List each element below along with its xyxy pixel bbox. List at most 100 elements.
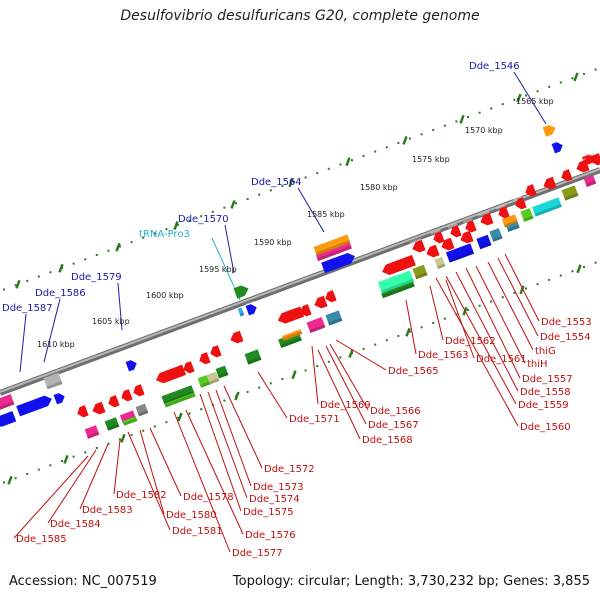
outer-track-dot xyxy=(339,163,342,166)
outer-track-dot xyxy=(14,284,17,287)
gene-red-16-body xyxy=(277,306,305,324)
inner-track-dot xyxy=(49,464,52,467)
gene-dde-1554-shade xyxy=(534,203,562,217)
gene-red-4-shine xyxy=(477,210,490,217)
gene-red-17-shine xyxy=(297,302,308,308)
leader-bottom xyxy=(317,349,361,440)
gene-red-9-shine xyxy=(558,167,569,173)
leader-bottom xyxy=(127,431,171,531)
outer-track-dot xyxy=(548,85,551,88)
gene-red-8-shine xyxy=(540,174,553,181)
gene-edge-pink-2-body xyxy=(583,175,597,187)
gene-dde-1564-a-body xyxy=(313,234,351,256)
gene-dde-1558-body xyxy=(489,228,503,242)
leader-bottom xyxy=(405,299,417,355)
gene-red-23-shine xyxy=(207,343,218,349)
outer-track-dot xyxy=(559,81,562,84)
outer-track-dot xyxy=(374,150,377,153)
gene-red-14 xyxy=(430,229,445,244)
outer-track-dot xyxy=(223,206,226,209)
major-tick-inner xyxy=(177,412,183,422)
gene-red-22-shine xyxy=(196,350,207,356)
inner-track-dot xyxy=(119,438,121,441)
major-tick-outer xyxy=(345,157,351,167)
gene-thig xyxy=(520,208,534,222)
gene-dde-1584-shade xyxy=(107,423,120,431)
label-layer: 1565 kbp 1570 kbp 1575 kbp 1580 kbp 1585 kbp… xyxy=(2,61,592,559)
gene-red-29-body xyxy=(230,330,244,344)
gene-label-top: Dde_1587 xyxy=(2,303,53,314)
leader-bottom xyxy=(257,371,288,419)
gene-red-29-shine xyxy=(227,328,240,335)
outer-track-dot xyxy=(536,90,539,93)
gene-dde-1568-b xyxy=(281,329,303,341)
gene-red-18 xyxy=(311,293,328,309)
gene-label-bottom: Dde_1553 xyxy=(541,317,592,328)
gene-dde-1564-a xyxy=(313,234,351,256)
kbp-label: 1585 kbp xyxy=(307,210,345,219)
gene-dde-1564-b-body xyxy=(316,242,352,262)
outer-track-dot xyxy=(420,133,423,136)
inner-track-dot xyxy=(513,291,516,294)
kbp-tick-layer xyxy=(3,68,597,485)
outer-track-dot xyxy=(153,232,156,235)
leader-bottom xyxy=(79,443,109,510)
inner-track-dot xyxy=(536,283,539,286)
gene-red-7-body xyxy=(525,184,537,197)
inner-track-dot xyxy=(258,386,261,389)
outer-track-dot xyxy=(525,94,527,97)
inner-track-dot xyxy=(559,274,562,277)
gene-red-24-shine xyxy=(89,399,102,406)
gene-dde-1583-shade xyxy=(123,418,138,426)
gene-red-13-shine xyxy=(447,223,458,229)
outer-track-dot xyxy=(72,262,75,265)
inner-track-dot xyxy=(420,326,423,329)
gene-dde-1573 xyxy=(215,365,229,379)
major-tick-inner xyxy=(519,285,525,295)
leader-bottom xyxy=(223,385,263,469)
gene-dde-1566-body xyxy=(325,310,343,326)
gene-label-top: Dde_1579 xyxy=(71,272,122,283)
major-tick-inner xyxy=(63,455,69,464)
leader-bottom xyxy=(13,455,89,539)
inner-track-dot xyxy=(142,429,145,432)
gene-dde-1571 xyxy=(244,349,262,365)
inner-track-dot xyxy=(26,472,29,475)
trna-pro3-feature-body xyxy=(237,307,245,317)
outer-track-dot xyxy=(165,228,168,231)
gene-dde-1570-shine xyxy=(232,281,247,289)
gene-red-5-shine xyxy=(495,204,506,210)
major-tick-outer xyxy=(173,221,179,231)
gene-label-bottom: Dde_1572 xyxy=(264,464,315,475)
outer-track-dot xyxy=(107,249,110,252)
gene-dde-1568-a-shade xyxy=(280,337,302,349)
gene-dde-1581-shade xyxy=(138,410,149,417)
gene-dde-1568-b-shade xyxy=(282,331,303,341)
gene-feature-layer xyxy=(0,121,600,439)
outer-track-dot xyxy=(594,68,597,71)
inner-track-dot xyxy=(583,265,585,268)
gene-red-23-body xyxy=(210,345,222,358)
gene-label-bottom: Dde_1574 xyxy=(249,494,300,505)
inner-track-dot xyxy=(61,459,63,462)
leader-bottom xyxy=(455,271,519,392)
gene-dde-1571-body xyxy=(244,349,262,365)
outer-track-dot xyxy=(327,167,330,170)
gene-dde-1587-a-body xyxy=(16,395,52,417)
gene-dde-1563-b-body xyxy=(381,281,415,299)
leader-bottom xyxy=(207,391,248,499)
gene-dde-1561-body xyxy=(434,256,446,270)
kbp-label: 1605 kbp xyxy=(92,317,130,326)
gene-dde-1562-body xyxy=(412,264,428,280)
gene-dde-1578-a-body xyxy=(161,385,195,405)
accession-label: Accession: NC_007519 xyxy=(9,574,157,589)
gene-dde-1563-a xyxy=(377,270,415,294)
gene-label-bottom: Dde_1582 xyxy=(116,490,167,501)
gene-dde-1574-body xyxy=(206,371,220,385)
gene-dde-1573-body xyxy=(215,365,229,379)
kbp-label: 1610 kbp xyxy=(37,340,75,349)
inner-track-dot xyxy=(548,278,551,281)
inner-track-dot xyxy=(14,477,17,480)
leader-top xyxy=(297,187,325,233)
gene-dde-1570-b-shine xyxy=(244,300,255,307)
